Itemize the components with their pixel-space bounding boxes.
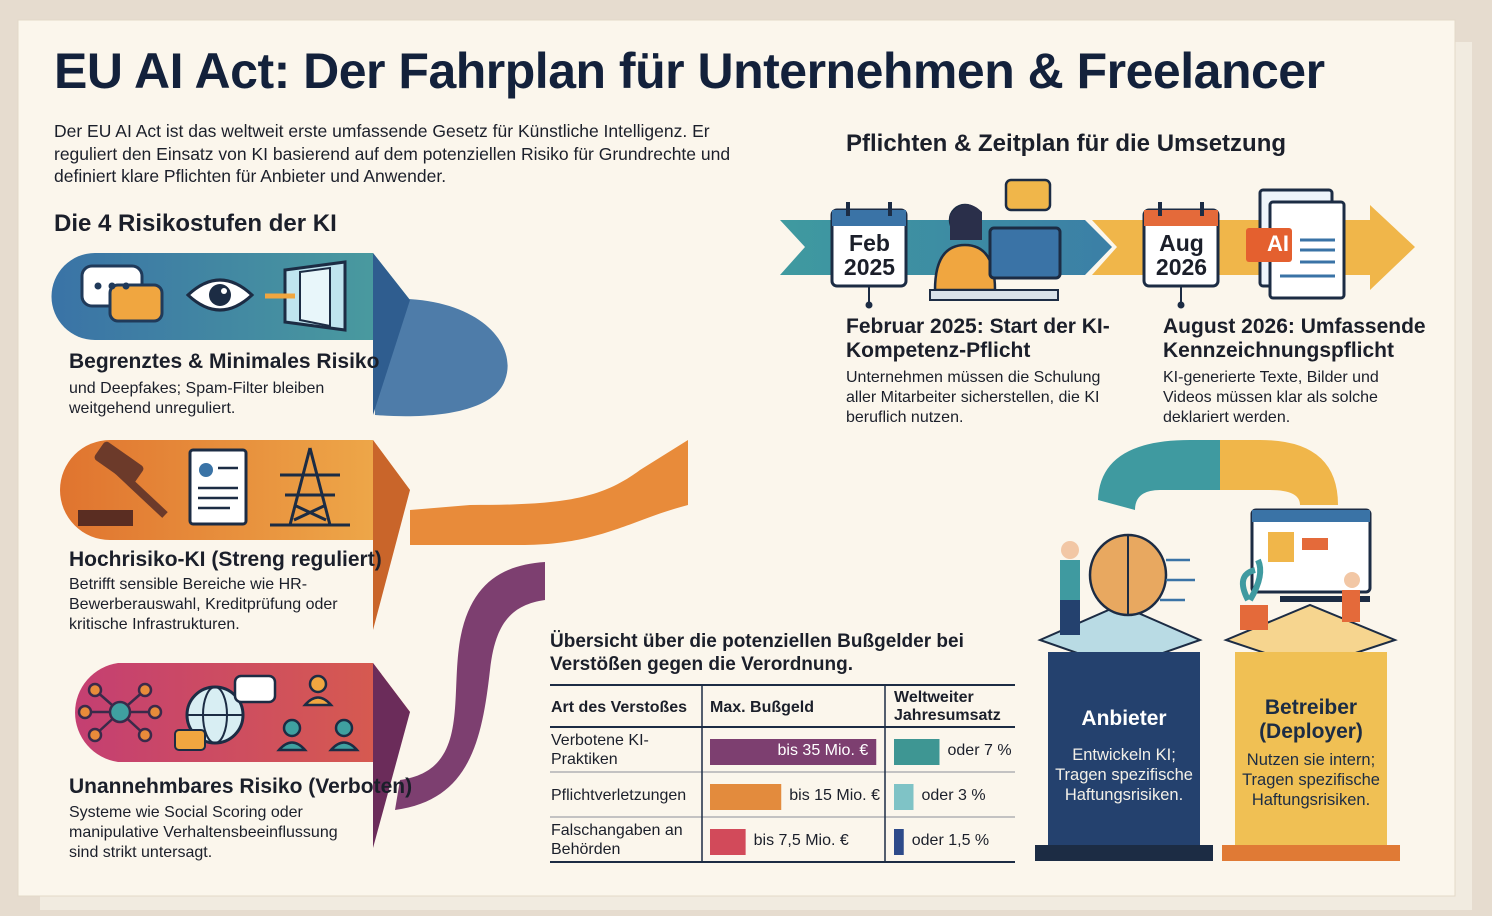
turnover-bar <box>894 829 904 855</box>
calendar-month: Feb <box>849 230 890 256</box>
icon-ai-document <box>1246 188 1346 300</box>
risk-band-edge <box>373 663 410 848</box>
role-title: Betreiber (Deployer) <box>1259 696 1363 743</box>
ribbon <box>395 562 545 810</box>
risk-text: und Deepfakes; Spam-Filter bleiben weitg… <box>69 380 325 417</box>
fine-bar <box>710 829 746 855</box>
icon-pylon <box>270 447 350 527</box>
fine-label: bis 7,5 Mio. € <box>753 832 849 849</box>
risk-text: Betrifft sensible Bereiche wie HR-Bewerb… <box>69 576 338 633</box>
fine-bar <box>710 739 877 765</box>
calendar-month: Aug <box>1159 230 1204 256</box>
calendar <box>830 202 908 309</box>
turnover-label: oder 1,5 % <box>911 832 990 849</box>
milestone-title: Februar 2025: Start der KI-Kompetenz-Pfl… <box>846 315 1110 362</box>
table-grid <box>550 684 1015 863</box>
table-cell: Falschangaben an Behörden <box>551 822 683 858</box>
section-heading: Pflichten & Zeitplan für die Umsetzung <box>846 130 1287 157</box>
calendar <box>1142 202 1220 309</box>
risk-title: Hochrisiko-KI (Streng reguliert) <box>69 548 382 571</box>
risk-title: Unannehmbares Risiko (Verboten) <box>69 775 413 798</box>
role-title: Anbieter <box>1081 707 1167 730</box>
section-heading: Die 4 Risikostufen der KI <box>54 210 337 237</box>
calendar-year: 2025 <box>843 254 896 280</box>
ribbon <box>373 298 508 417</box>
role-text: Entwickeln KI; Tragen spezifische Haftun… <box>1055 746 1193 804</box>
title: EU AI Act: Der Fahrplan für Unternehmen … <box>54 43 1325 99</box>
icon-eye <box>185 278 255 312</box>
pedestal <box>1222 603 1400 861</box>
icon-people <box>276 674 360 752</box>
icon-document <box>188 448 248 526</box>
column-header: Art des Verstoßes <box>551 699 688 716</box>
icon-network <box>77 682 163 743</box>
intro: Der EU AI Act ist das weltweit erste umf… <box>54 121 731 186</box>
icon-chat <box>80 264 164 323</box>
milestone-text: Unternehmen müssen die Schulung aller Mi… <box>846 369 1101 426</box>
icon-globe <box>174 674 277 751</box>
ribbon <box>1098 440 1220 510</box>
risk-text: Systeme wie Social Scoring oder manipula… <box>69 804 338 861</box>
fine-label: bis 15 Mio. € <box>789 787 880 804</box>
risk-title: Begrenztes & Minimales Risiko <box>69 350 380 373</box>
icon-workspace <box>1239 508 1372 630</box>
risk-band-edge <box>373 253 410 415</box>
table-cell: Verbotene KI-Praktiken <box>551 732 649 768</box>
fine-label: bis 35 Mio. € <box>777 742 869 759</box>
milestone-title: August 2026: Umfassende Kennzeichnungspf… <box>1163 315 1426 362</box>
icon-brain <box>1060 533 1195 635</box>
ribbon <box>1220 440 1338 505</box>
calendar-year: 2026 <box>1155 254 1208 280</box>
turnover-label: oder 3 % <box>921 787 986 804</box>
role-text: Nutzen sie intern; Tragen spezifische Ha… <box>1242 751 1380 809</box>
column-header: Max. Bußgeld <box>710 699 815 716</box>
fine-bar <box>710 784 782 810</box>
icon-worker <box>929 178 1062 301</box>
table-cell: Pflichtverletzungen <box>551 787 687 804</box>
turnover-bar <box>894 739 940 765</box>
column-header: Weltweiter Jahresumsatz <box>894 689 1001 724</box>
table-heading: Übersicht über die potenziellen Bußgelde… <box>550 631 964 675</box>
icon-gavel <box>78 441 168 526</box>
icon-window <box>265 260 347 332</box>
pedestal <box>1035 603 1213 861</box>
ribbon <box>410 440 688 545</box>
icon-label: AI <box>1267 231 1289 256</box>
milestone-text: KI-generierte Texte, Bilder und Videos m… <box>1163 369 1379 426</box>
turnover-label: oder 7 % <box>947 742 1012 759</box>
turnover-bar <box>894 784 914 810</box>
risk-band-edge <box>373 440 410 630</box>
